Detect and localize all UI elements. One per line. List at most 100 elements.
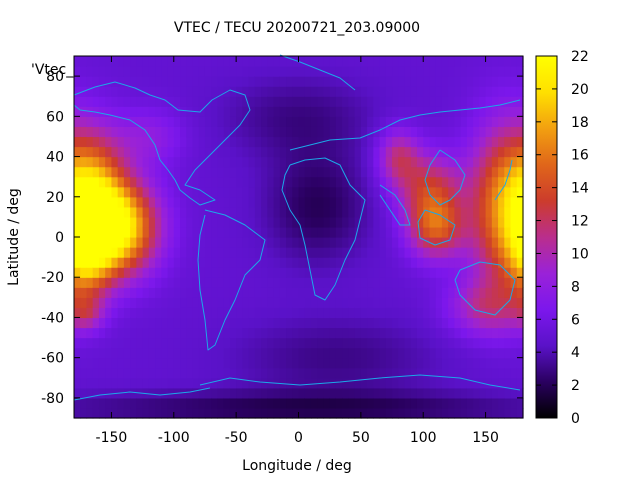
heatmap-cell	[504, 277, 512, 288]
heatmap-cell	[273, 267, 281, 278]
heatmap-cell	[229, 56, 237, 67]
heatmap-cell	[298, 126, 306, 138]
heatmap-cell	[504, 176, 512, 188]
heatmap-cell	[292, 277, 300, 288]
heatmap-cell	[217, 116, 225, 127]
heatmap-cell	[348, 226, 356, 238]
heatmap-cell	[211, 56, 219, 67]
heatmap-cell	[92, 367, 100, 379]
heatmap-cell	[279, 86, 287, 97]
heatmap-cell	[317, 307, 325, 319]
heatmap-cell	[279, 96, 287, 107]
heatmap-cell	[180, 377, 187, 389]
heatmap-cell	[279, 136, 287, 148]
heatmap-cell	[267, 297, 275, 308]
heatmap-cell	[360, 277, 368, 288]
heatmap-cell	[398, 267, 406, 278]
heatmap-cell	[379, 367, 387, 379]
heatmap-cell	[254, 116, 262, 127]
heatmap-cell	[398, 357, 406, 369]
heatmap-cell	[298, 277, 306, 288]
heatmap-cell	[304, 86, 312, 97]
heatmap-cell	[223, 146, 231, 158]
heatmap-cell	[404, 76, 412, 87]
heatmap-cell	[217, 397, 225, 409]
heatmap-cell	[317, 357, 325, 369]
heatmap-cell	[335, 357, 343, 369]
heatmap-cell	[498, 96, 505, 107]
heatmap-cell	[286, 66, 293, 77]
heatmap-cell	[485, 347, 493, 359]
heatmap-cell	[229, 387, 237, 399]
heatmap-cell	[92, 287, 100, 298]
heatmap-cell	[267, 397, 275, 409]
heatmap-cell	[473, 196, 480, 208]
heatmap-cell	[298, 136, 306, 148]
heatmap-cell	[410, 247, 418, 258]
heatmap-cell	[342, 86, 349, 97]
heatmap-cell	[142, 206, 150, 218]
heatmap-cell	[516, 357, 524, 369]
heatmap-cell	[410, 407, 418, 419]
heatmap-cell	[173, 216, 181, 228]
heatmap-cell	[373, 116, 381, 127]
heatmap-cell	[167, 76, 175, 87]
heatmap-cell	[74, 407, 81, 419]
heatmap-cell	[142, 86, 150, 97]
heatmap-cell	[273, 76, 281, 87]
heatmap-cell	[223, 166, 231, 178]
heatmap-cell	[317, 277, 325, 288]
heatmap-cell	[198, 156, 206, 168]
heatmap-cell	[267, 106, 275, 117]
heatmap-cell	[342, 176, 349, 188]
heatmap-cell	[248, 287, 256, 298]
heatmap-cell	[142, 176, 150, 188]
heatmap-cell	[223, 56, 231, 67]
heatmap-cell	[510, 237, 518, 248]
heatmap-cell	[173, 56, 181, 67]
heatmap-cell	[242, 327, 250, 339]
heatmap-cell	[186, 196, 194, 208]
heatmap-cell	[142, 116, 150, 127]
heatmap-cell	[379, 317, 387, 329]
heatmap-cell	[360, 297, 368, 308]
heatmap-cell	[123, 56, 131, 67]
heatmap-cell	[161, 377, 169, 389]
heatmap-cell	[441, 76, 449, 87]
heatmap-cell	[279, 267, 287, 278]
heatmap-cell	[86, 267, 94, 278]
heatmap-cell	[479, 56, 487, 67]
heatmap-cell	[385, 387, 393, 399]
heatmap-cell	[435, 337, 443, 349]
heatmap-cell	[404, 297, 412, 308]
heatmap-cell	[136, 277, 144, 288]
heatmap-cell	[473, 267, 480, 278]
heatmap-cell	[423, 106, 431, 117]
heatmap-cell	[167, 196, 175, 208]
heatmap-cell	[248, 367, 256, 379]
heatmap-cell	[416, 166, 424, 178]
heatmap-cell	[254, 86, 262, 97]
heatmap-cell	[211, 357, 219, 369]
heatmap-cell	[286, 216, 293, 228]
heatmap-cell	[273, 297, 281, 308]
heatmap-cell	[373, 317, 381, 329]
heatmap-cell	[342, 367, 349, 379]
heatmap-cell	[117, 166, 125, 178]
heatmap-cell	[485, 237, 493, 248]
heatmap-cell	[441, 126, 449, 138]
heatmap-cell	[335, 196, 343, 208]
heatmap-cell	[173, 66, 181, 77]
heatmap-cell	[161, 237, 169, 248]
heatmap-cell	[167, 407, 175, 419]
heatmap-cell	[80, 387, 88, 399]
heatmap-cell	[498, 377, 505, 389]
heatmap-cell	[180, 186, 187, 198]
heatmap-cell	[392, 237, 399, 248]
heatmap-cell	[211, 247, 219, 258]
heatmap-cell	[292, 156, 300, 168]
heatmap-cell	[130, 397, 137, 409]
heatmap-cell	[360, 116, 368, 127]
heatmap-cell	[148, 307, 156, 319]
heatmap-cell	[460, 247, 468, 258]
